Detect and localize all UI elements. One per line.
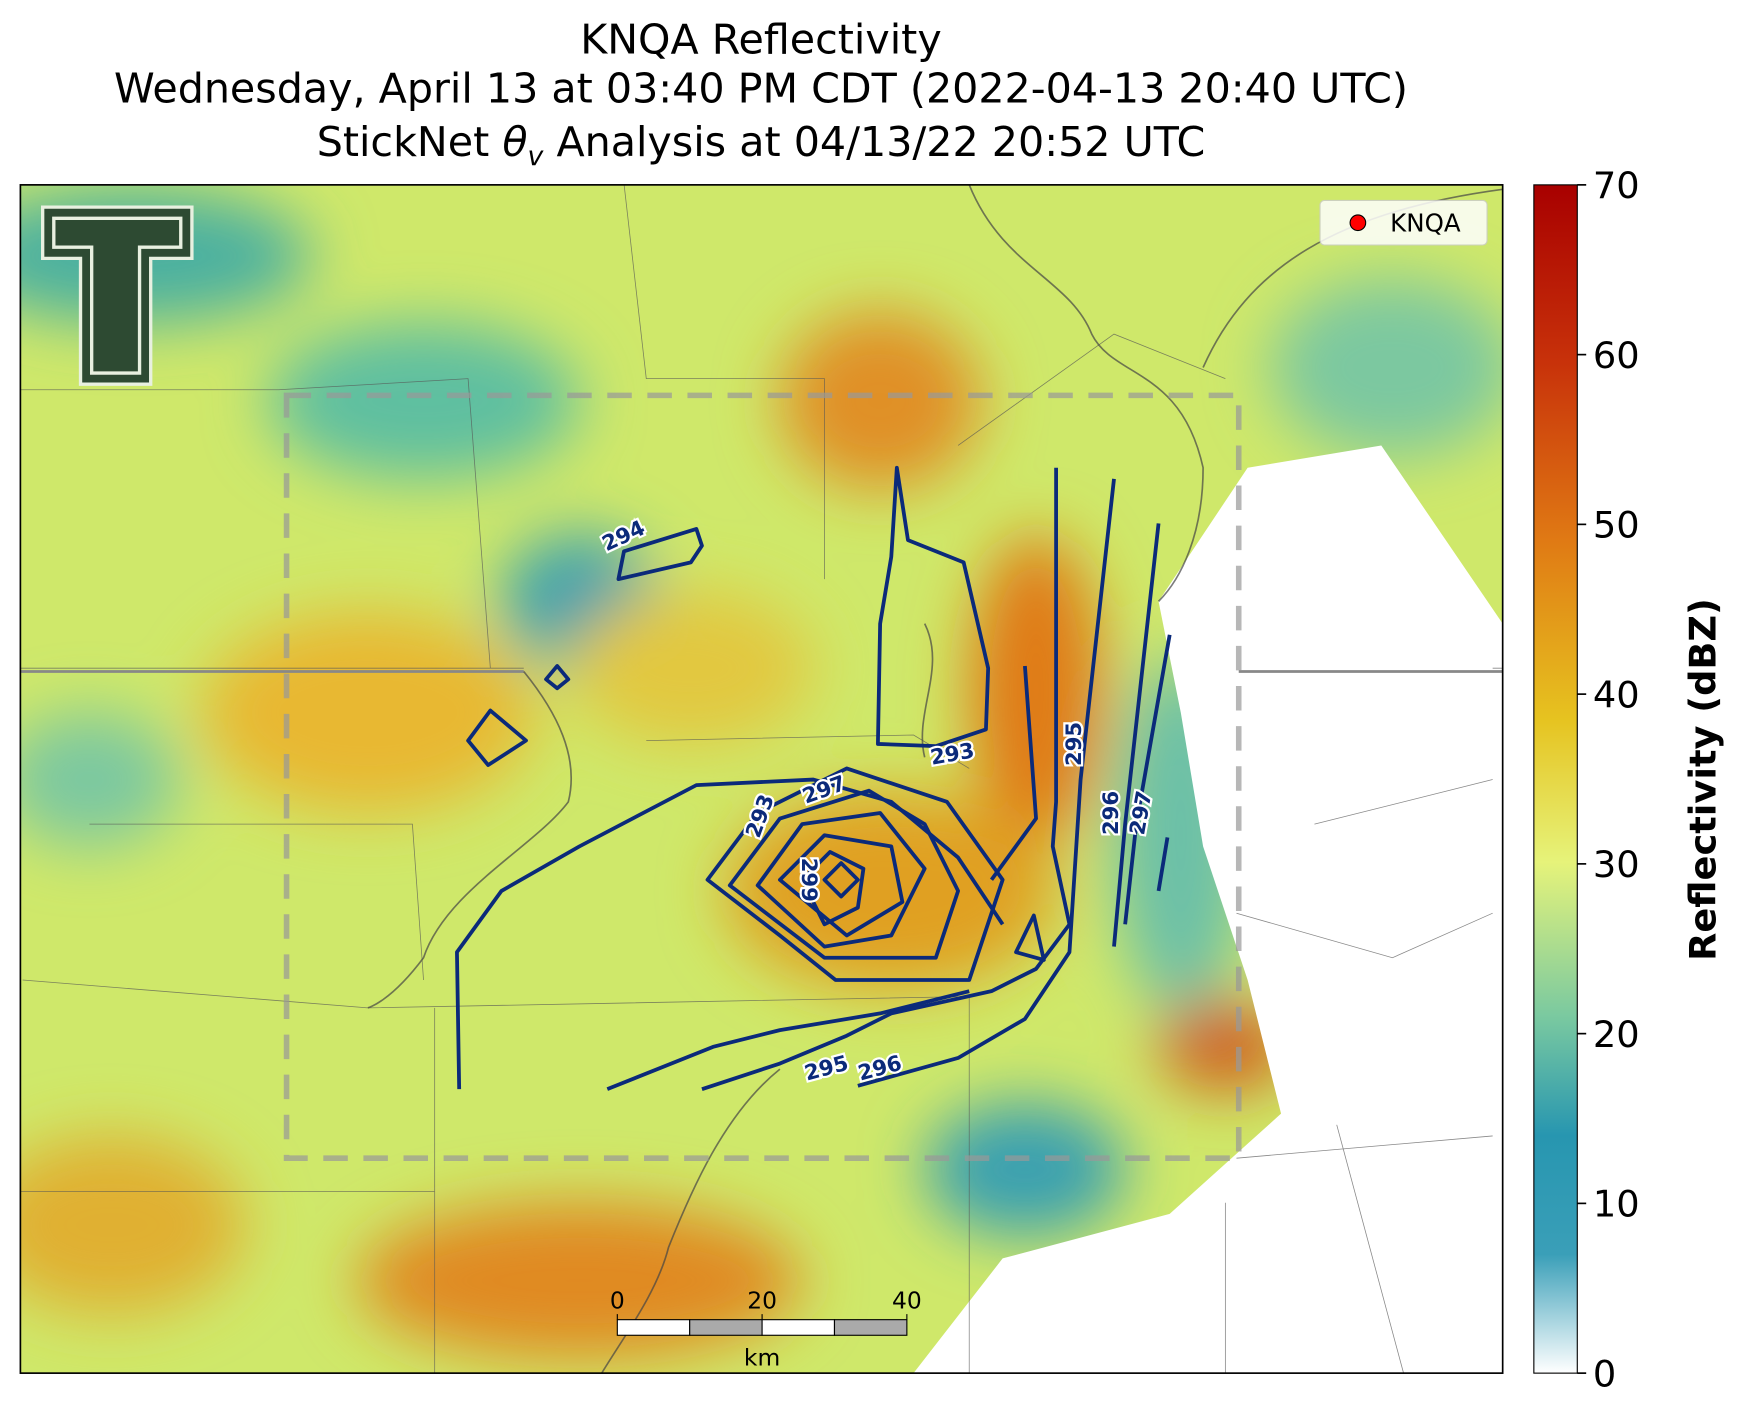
radar-map <box>20 184 1503 1374</box>
scale-segment <box>833 1319 908 1336</box>
theta-contours <box>455 465 1172 1091</box>
ttu-logo <box>40 205 194 386</box>
colorbar-tick-label: 40 <box>1593 673 1640 716</box>
scale-tick-label: 20 <box>747 1287 777 1315</box>
colorbar-tick-label: 20 <box>1593 1013 1640 1056</box>
colorbar <box>1533 184 1578 1374</box>
colorbar-tick-label: 70 <box>1593 164 1640 207</box>
legend-label: KNQA <box>1390 209 1461 238</box>
title-line: StickNet θv Analysis at 04/13/22 20:52 U… <box>317 118 1206 172</box>
scale-segment <box>689 1319 763 1336</box>
contour-label: 299 <box>797 858 822 902</box>
scale-tick-label: 40 <box>892 1287 922 1315</box>
colorbar-tick-label: 50 <box>1593 504 1640 547</box>
colorbar-tick-label: 30 <box>1593 843 1640 886</box>
title-line: KNQA Reflectivity <box>580 15 941 63</box>
title-line: Wednesday, April 13 at 03:40 PM CDT (202… <box>114 64 1408 112</box>
scale-unit: km <box>744 1343 780 1371</box>
colorbar-label: Reflectivity (dBZ) <box>1681 598 1724 961</box>
colorbar-tick-label: 10 <box>1593 1183 1640 1226</box>
map-frame <box>19 184 1504 1374</box>
legend-marker <box>1349 214 1367 232</box>
colorbar-tick-label: 60 <box>1593 334 1640 377</box>
scale-segment <box>761 1319 836 1336</box>
scale-tick-label: 0 <box>610 1287 625 1315</box>
legend: KNQA <box>1319 199 1488 246</box>
colorbar-tick-label: 0 <box>1593 1352 1616 1395</box>
contour-label: 296 <box>1098 791 1123 835</box>
contour-label: 295 <box>1061 722 1086 766</box>
scale-bar: 0 20 40 km <box>610 1287 922 1372</box>
scale-segment <box>616 1319 691 1336</box>
